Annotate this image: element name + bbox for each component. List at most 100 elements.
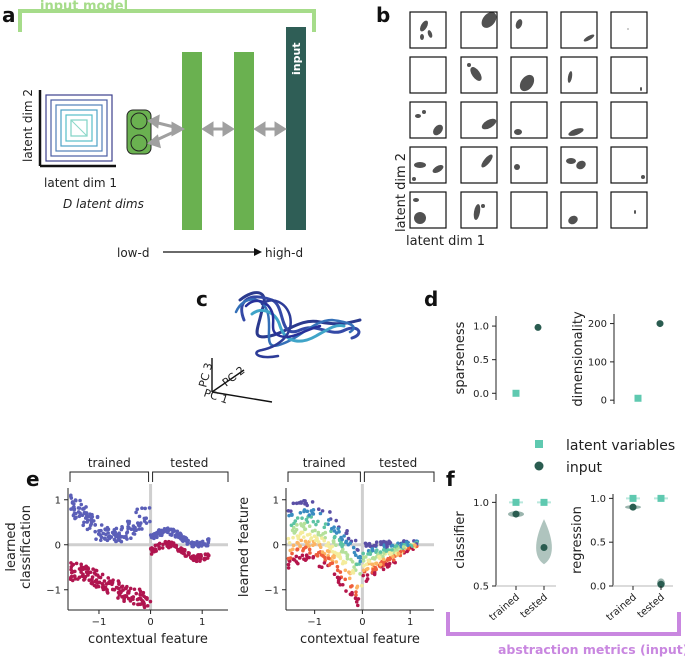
e-right-point-86 — [322, 538, 327, 543]
e-right-ytick-0: 1 — [273, 495, 279, 506]
e-right-point-259 — [340, 547, 345, 551]
dimensionality-latent-marker — [634, 394, 642, 402]
e-right-point-439 — [288, 556, 293, 560]
e-left-point-472 — [86, 573, 90, 577]
e-left-xlabel: contextual feature — [88, 632, 208, 647]
e-right-point-457 — [374, 567, 379, 572]
e-right-point-501 — [396, 551, 401, 556]
f-class-ylabel: classifier — [453, 511, 468, 569]
e-left-point-469 — [142, 605, 147, 610]
e-right-point-370 — [341, 550, 345, 554]
e-left-point-512 — [138, 596, 142, 600]
e-left-point-337 — [129, 536, 133, 541]
e-left-point-294 — [78, 498, 82, 503]
e-right-trained-label: trained — [303, 456, 346, 470]
sparseness-latent-marker — [512, 389, 520, 397]
e-left-point-381 — [141, 590, 146, 595]
e-left-point-385 — [134, 528, 138, 533]
e-right-point-481 — [405, 549, 409, 554]
e-left-point-429 — [145, 596, 149, 600]
e-right-point-22 — [353, 553, 358, 558]
e-right-point-517 — [390, 548, 394, 552]
e-right-point-314 — [319, 553, 324, 557]
e-left-point-398 — [121, 588, 125, 592]
e-right-point-485 — [304, 517, 309, 522]
e-right-point-275 — [343, 568, 348, 573]
e-left-point-190 — [98, 538, 103, 543]
e-left-point-379 — [122, 535, 127, 540]
e-right-point-505 — [387, 539, 391, 544]
e-left-point-516 — [176, 547, 180, 552]
e-left-point-488 — [159, 530, 164, 535]
e-left-point-194 — [94, 578, 99, 582]
e-right-tested-label: tested — [379, 456, 417, 470]
e-left-point-283 — [140, 506, 144, 511]
e-right-point-392 — [368, 544, 373, 549]
e-left-point-478 — [112, 587, 117, 592]
e-right-point-511 — [385, 544, 389, 548]
e-left-point-471 — [206, 552, 210, 556]
f-reg-latent-1 — [657, 494, 665, 502]
e-right-point-450 — [331, 555, 335, 559]
hidden-layer-1 — [182, 52, 202, 230]
e-right-point-139 — [328, 510, 332, 514]
e-right-point-367 — [322, 561, 327, 565]
e-right-point-342 — [286, 536, 291, 541]
e-left-point-162 — [93, 522, 98, 527]
e-left-point-141 — [85, 520, 89, 524]
e-right-point-455 — [348, 584, 353, 589]
e-left-tested-label: tested — [170, 456, 208, 470]
e-right-point-177 — [314, 522, 318, 527]
f-reg-xtick-0: trained — [604, 592, 638, 623]
e-right-point-416 — [323, 530, 328, 535]
e-left-point-405 — [181, 535, 186, 539]
e-right-point-229 — [335, 568, 340, 573]
classification-scatter: 1 0 −1 −1 0 1 contextual feature learned classif… — [4, 456, 229, 647]
e-right-point-444 — [377, 555, 382, 559]
e-right-point-464 — [378, 550, 383, 554]
e-left-point-174 — [69, 496, 74, 500]
e-left-point-415 — [139, 521, 143, 525]
e-left-point-372 — [170, 532, 174, 536]
e-right-point-432 — [340, 537, 345, 542]
e-right-point-267 — [293, 529, 298, 534]
e-right-point-402 — [327, 550, 331, 554]
e-right-point-497 — [313, 528, 317, 533]
latent-unit-2 — [130, 134, 148, 152]
e-right-point-241 — [354, 593, 358, 597]
e-right-point-159 — [343, 577, 348, 582]
e-right-point-352 — [316, 530, 321, 535]
e-right-ytick-2: −1 — [264, 585, 279, 596]
e-left-point-329 — [95, 581, 99, 585]
e-right-point-441 — [323, 522, 328, 526]
e-left-trained-label: trained — [88, 456, 131, 470]
e-right-point-519 — [290, 512, 294, 517]
input-tile-r2-c3 — [510, 56, 548, 94]
e-right-point-461 — [299, 522, 303, 526]
e-left-point-451 — [136, 602, 140, 607]
e-right-point-421 — [368, 552, 373, 556]
input-tile-r1-c3 — [510, 11, 548, 49]
input-tile-r4-c1 — [409, 146, 447, 184]
e-left-point-441 — [135, 507, 140, 512]
e-right-point-445 — [390, 543, 395, 548]
e-left-xtick-1: 0 — [147, 617, 153, 628]
e-left-point-423 — [139, 602, 144, 606]
e-left-point-412 — [73, 569, 77, 574]
e-right-point-458 — [370, 547, 375, 551]
e-left-point-21 — [106, 576, 111, 580]
e-left-point-399 — [95, 584, 100, 589]
input-tile-r1-c5 — [610, 11, 648, 49]
e-right-point-282 — [311, 519, 316, 524]
e-left-point-477 — [185, 542, 190, 546]
e-left-point-442 — [101, 586, 105, 590]
d-dim-ylabel: dimensionality — [571, 311, 586, 407]
e-right-point-515 — [316, 540, 321, 544]
e-right-point-470 — [296, 561, 300, 566]
e-left-point-504 — [189, 556, 194, 561]
e-right-point-449 — [337, 554, 342, 559]
e-left-point-237 — [87, 526, 92, 530]
input-tile-r4-c2 — [460, 146, 498, 184]
e-right-point-478 — [354, 600, 359, 604]
